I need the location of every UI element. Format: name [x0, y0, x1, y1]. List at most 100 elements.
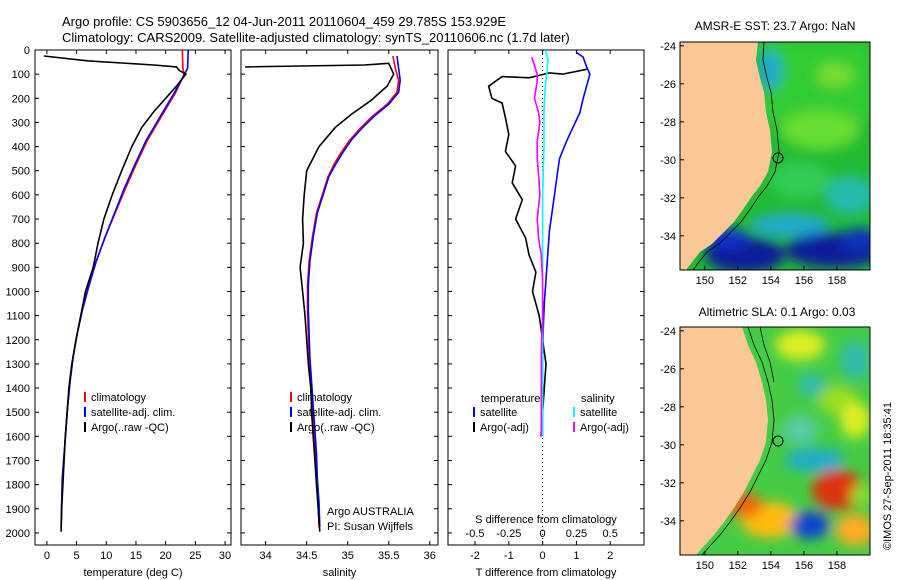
difference-xtick-label: 1: [573, 550, 579, 562]
salinity-xtick-label: 36: [424, 550, 436, 562]
sla-shelf-contour: [701, 327, 775, 555]
figure-title-line1: Argo profile: CS 5903656_12 04-Jun-2011 …: [62, 14, 506, 29]
sla-land: [680, 327, 768, 555]
difference-panel: -2 -1 0 1 2 T difference from climatology -0.5…: [448, 49, 644, 579]
map-sst-ytick-label: -28: [660, 117, 676, 129]
temperature-series-satellite-adj-clim: [60, 49, 189, 527]
depth-tick-label: 1600: [6, 431, 30, 443]
map-sst-ytick-label: -32: [660, 193, 676, 205]
salinity-xtick-label: 34.5: [296, 550, 317, 562]
difference-xtick-label: 0: [540, 550, 546, 562]
diff-legend-label: Argo(-adj): [580, 422, 629, 434]
salinity-legend-label: satellite-adj. clim.: [297, 407, 381, 419]
map-sst-xtick-label: 158: [828, 275, 846, 287]
depth-tick-label: 1000: [6, 286, 30, 298]
legend-header-salinity: salinity: [581, 393, 615, 405]
depth-tick-label: 400: [12, 142, 30, 154]
temperature-legend-label: Argo(..raw -QC): [91, 422, 169, 434]
map-sst-xtick-label: 150: [696, 275, 714, 287]
temperature-xtick-label: 0: [44, 550, 50, 562]
salinity-series-climatology: [306, 55, 400, 527]
temperature-xtick-label: 25: [189, 550, 201, 562]
temperature-series-climatology: [60, 49, 185, 527]
map-sst-frame: [679, 41, 871, 271]
difference-series-temperature-satellite: [541, 51, 591, 437]
temperature-panel: 0100200300400500600700800900100011001200…: [6, 45, 232, 579]
difference-xtick-label: -1: [504, 550, 514, 562]
map-sst-ytick-label: -26: [660, 79, 676, 91]
map-sla-xtick-label: 150: [696, 560, 714, 572]
sla-heatmap: [680, 327, 870, 555]
difference-series-temperature-argo-adj: [487, 68, 587, 437]
map-sst-axes: 150 152 154 156 158 -24 -26 -28 -30 -32 -34: [660, 41, 846, 287]
pi-label: PI: Susan Wijffels: [327, 521, 413, 533]
temperature-xtick-label: 10: [100, 550, 112, 562]
depth-tick-label: 1200: [6, 335, 30, 347]
sst-land: [680, 42, 772, 270]
depth-tick-label: 100: [12, 69, 30, 81]
depth-tick-label: 1700: [6, 455, 30, 467]
depth-tick-label: 900: [12, 262, 30, 274]
temperature-panel-frame: [34, 49, 232, 546]
temperature-series-argo-raw-qc: [43, 55, 188, 532]
depth-tick-label: 1800: [6, 480, 30, 492]
map-sst: AMSR-E SST: 23.7 Argo: NaN 150 152 154 156 1: [660, 19, 871, 287]
salinity-xtick-label: 34: [260, 550, 272, 562]
salinity-xtick-label: 35.5: [378, 550, 399, 562]
sst-shelf-contour: [692, 42, 780, 270]
temperature-legend-label: satellite-adj. clim.: [91, 407, 175, 419]
map-sla-xtick-label: 158: [828, 560, 846, 572]
salinity-diff-tick-label: -0.5: [466, 528, 485, 540]
map-sla-ytick-label: -24: [660, 326, 676, 338]
depth-tick-label: 1300: [6, 359, 30, 371]
temperature-xtick-label: 20: [160, 550, 172, 562]
depth-tick-label: 2000: [6, 528, 30, 540]
map-sla-ytick-label: -32: [660, 478, 676, 490]
map-sst-xtick-label: 154: [762, 275, 780, 287]
difference-series-salinity-argo-adj: [531, 56, 544, 437]
salinity-diff-tick-label: 0.25: [566, 528, 587, 540]
sst-float-marker: [772, 152, 784, 164]
copyright-stamp: ©IMOS 27-Sep-2011 18:35:41: [882, 402, 894, 550]
diff-legend-label: satellite: [480, 407, 517, 419]
salinity-diff-tick-label: 0.5: [603, 528, 618, 540]
diff-legend-label: Argo(-adj): [480, 422, 529, 434]
salinity-xlabel: salinity: [323, 567, 357, 579]
depth-tick-label: 0: [24, 45, 30, 57]
temperature-xlabel: temperature (deg C): [83, 567, 182, 579]
map-sla-title: Altimetric SLA: 0.1 Argo: 0.03: [699, 305, 856, 319]
salinity-panel-frame: [240, 49, 439, 546]
depth-tick-label: 1900: [6, 504, 30, 516]
depth-tick-label: 500: [12, 166, 30, 178]
difference-panel-frame: [447, 49, 645, 546]
salinity-series-argo-raw-qc: [245, 62, 395, 532]
map-sla-ytick-label: -26: [660, 364, 676, 376]
difference-xlabel: T difference from climatology: [476, 567, 617, 579]
map-sla-axes: 150 152 154 156 158 -24 -26 -28 -30 -32 -34: [660, 326, 846, 572]
temperature-xtick-label: 15: [130, 550, 142, 562]
difference-xtick-label: -2: [470, 550, 480, 562]
sst-heatmap: [680, 42, 870, 270]
map-sla-ytick-label: -34: [660, 516, 676, 528]
salinity-series-satellite-adj-clim: [307, 55, 402, 527]
difference-xtick-label: 2: [607, 550, 613, 562]
map-sla: Altimetric SLA: 0.1 Argo: 0.03: [660, 305, 871, 572]
depth-tick-label: 700: [12, 214, 30, 226]
map-sla-xtick-label: 156: [795, 560, 813, 572]
salinity-panel: 34 34.5 35 35.5 36 salinity climatology satelli…: [241, 49, 438, 579]
map-sla-xtick-label: 152: [729, 560, 747, 572]
map-sst-ytick-label: -34: [660, 231, 676, 243]
map-sla-ytick-label: -30: [660, 440, 676, 452]
salinity-diff-tick-label: -0.25: [496, 528, 521, 540]
depth-tick-label: 800: [12, 238, 30, 250]
depth-tick-label: 1100: [6, 311, 30, 323]
temperature-legend-label: climatology: [91, 392, 147, 404]
sla-shelf-contour-inner: [759, 327, 775, 383]
map-sla-frame: [679, 326, 871, 556]
map-sst-xtick-label: 152: [729, 275, 747, 287]
legend-header-temperature: temperature: [481, 393, 540, 405]
depth-tick-label: 300: [12, 117, 30, 129]
salinity-xtick-label: 35: [342, 550, 354, 562]
depth-tick-label: 600: [12, 190, 30, 202]
